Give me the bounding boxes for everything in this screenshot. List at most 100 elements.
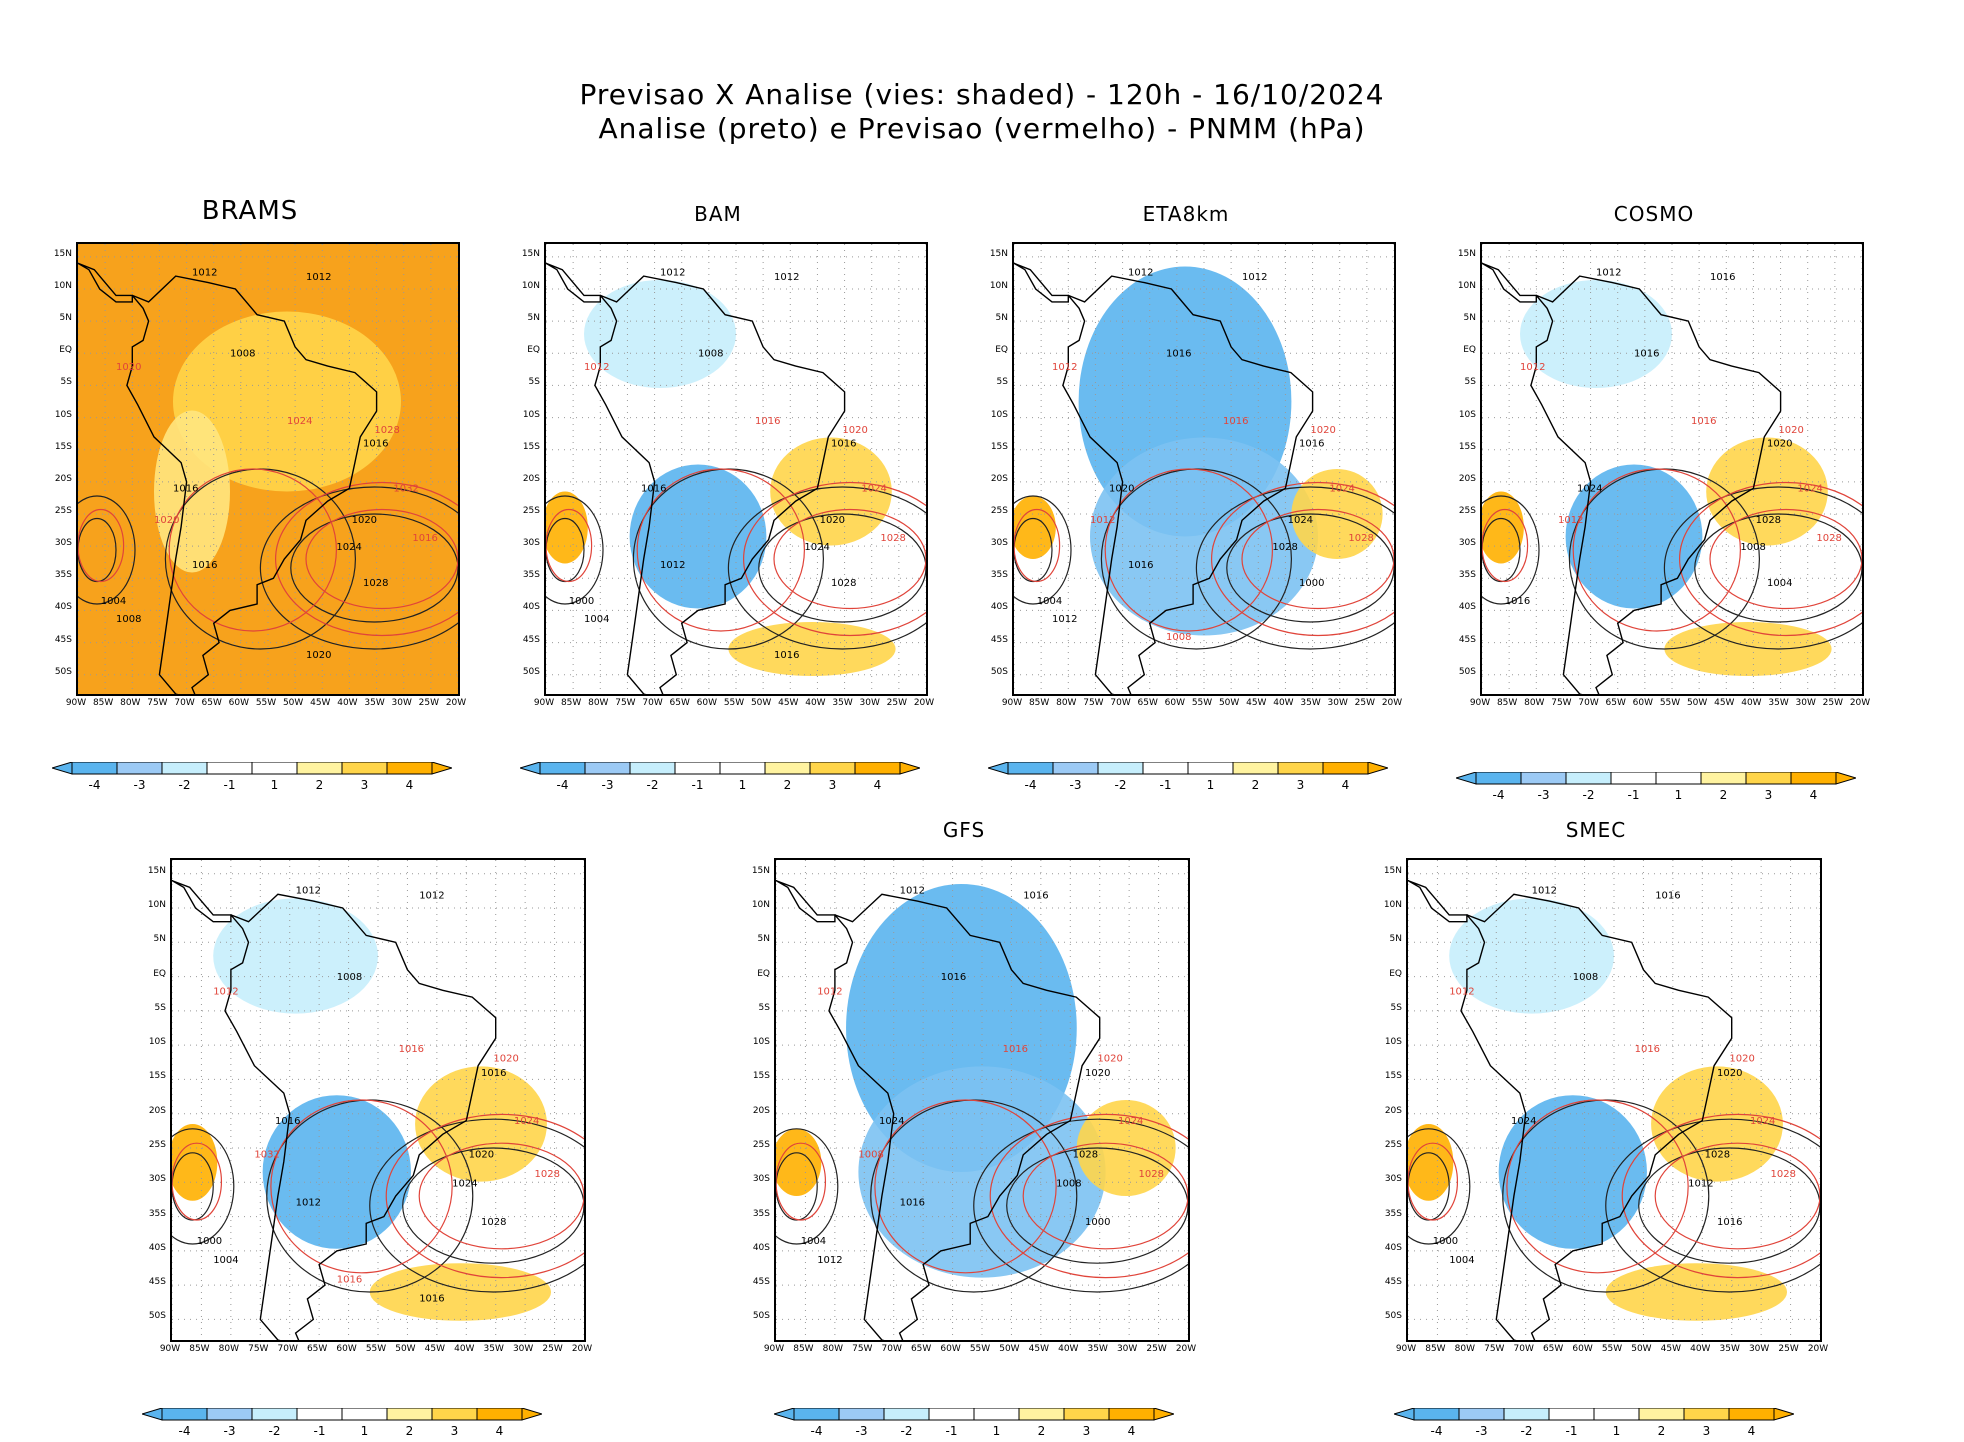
colorbar-swatch [1565, 771, 1612, 785]
colorbar-right-arrow [431, 761, 454, 775]
lon-tick-label: 35W [832, 698, 853, 708]
isobar-label-analysis: 1004 [1037, 596, 1062, 607]
lat-tick-label: 35S [990, 570, 1008, 581]
isobar-forecast [385, 1113, 584, 1279]
lat-tick-label: 45S [54, 634, 72, 645]
isobar-label-analysis: 1008 [116, 614, 141, 625]
bias-shading [173, 311, 401, 492]
lon-tick-label: 35W [364, 698, 385, 708]
isobar-label-analysis: 1020 [1767, 439, 1792, 450]
south-america-coastline [1460, 893, 1733, 1340]
colorbar-swatches [772, 1407, 1176, 1421]
lon-tick-label: 85W [560, 698, 582, 708]
lon-tick-label: 90W [65, 698, 87, 708]
lat-tick-label: 10S [752, 1037, 770, 1048]
isobar-label-analysis: 1000 [1299, 578, 1324, 589]
isobar-label-analysis: 1016 [1023, 890, 1048, 901]
colorbar: -4 -3 -2 -1 1 2 3 4 [50, 761, 454, 796]
lon-tick-label: 70W [1110, 698, 1131, 708]
colorbar-tick-label: -1 [1565, 1424, 1578, 1438]
isobar-forecast [270, 1099, 453, 1274]
colorbar-left-arrow [518, 761, 541, 775]
title-line-1: Previsao X Analise (vies: shaded) - 120h… [579, 78, 1385, 111]
isobar-label-forecast: 1012 [1520, 362, 1545, 373]
isobar-label-analysis: 1004 [801, 1236, 826, 1247]
isobar-forecast [1408, 1142, 1459, 1221]
isobar-forecast [1482, 508, 1529, 583]
lat-tick-label: 30S [752, 1174, 770, 1185]
lon-tick-label: 45W [1714, 698, 1735, 708]
isobar-label-forecast: 1028 [880, 533, 905, 544]
map-canvas: 1012 1012 1008 1016 1016 1020 1024 1028 1004 1008… [78, 244, 458, 694]
colorbar-swatch [883, 1407, 930, 1421]
isobar-forecast [1679, 481, 1862, 637]
isobar-label-forecast: 1020 [1778, 425, 1803, 436]
colorbar-tick-label: -4 [88, 778, 101, 792]
colorbar-swatch [296, 761, 343, 775]
lon-tick-label: 40W [1690, 1344, 1711, 1354]
isobar-label-analysis: 1016 [481, 1068, 506, 1079]
isobar-label-forecast: 1032 [254, 1150, 279, 1161]
map-canvas: 1012 1012 1016 1016 1020 1024 1028 1000 1004 1012… [1014, 244, 1394, 694]
isobar-label-analysis: 1012 [296, 1198, 321, 1209]
lat-tick-label: 40S [752, 1242, 770, 1253]
lat-tick-label: 5N [153, 934, 166, 945]
lon-tick-label: 20W [1807, 1344, 1829, 1354]
colorbar-swatch [1790, 771, 1837, 785]
isobar-forecast [874, 1099, 1057, 1274]
isobar-analysis [1014, 495, 1072, 605]
isobar-label-analysis: 1020 [352, 515, 377, 526]
lon-tick-label: 55W [365, 1344, 387, 1354]
lon-tick-label: 40W [337, 698, 358, 708]
isobar-forecast [989, 1113, 1188, 1279]
isobar-label-analysis: 1020 [820, 515, 845, 526]
lon-tick-label: 20W [571, 1344, 593, 1354]
lon-tick-label: 65W [1605, 698, 1626, 708]
colorbar-swatch [1187, 761, 1234, 775]
lat-tick-label: 40S [522, 602, 540, 613]
colorbar-swatch [1108, 1407, 1155, 1421]
south-america-coastline [1530, 275, 1782, 694]
lat-tick-label: 20S [1384, 1105, 1402, 1116]
lat-tick-label: 30S [148, 1174, 166, 1185]
isobar-label-analysis: 1024 [1511, 1116, 1536, 1127]
panel-title: BRAMS [201, 196, 299, 226]
lon-tick-label: 90W [1395, 1344, 1417, 1354]
bias-shading [1482, 491, 1524, 564]
isobar-analysis [776, 1128, 839, 1245]
colorbar-swatch [1593, 1407, 1640, 1421]
colorbar-tick-label: 3 [1702, 1424, 1711, 1438]
lat-tick-label: 15N [147, 865, 166, 876]
colorbar: -4 -3 -2 -1 1 2 3 4 [140, 1407, 544, 1442]
lon-tick-label: 70W [174, 698, 195, 708]
lat-tick-label: 30S [1384, 1174, 1402, 1185]
colorbar-tick-label: -4 [178, 1424, 191, 1438]
colorbar-tick-label: -3 [133, 778, 146, 792]
colorbar-swatches [1392, 1407, 1796, 1421]
colorbar-swatch [928, 1407, 975, 1421]
lat-tick-label: 5S [1390, 1002, 1402, 1013]
lon-tick-label: 30W [859, 698, 880, 708]
isobar-label-analysis: 1016 [1710, 272, 1735, 283]
isobar-label-analysis: 1016 [900, 1198, 925, 1209]
lon-tick-label: 50W [999, 1344, 1020, 1354]
colorbar-swatch [674, 761, 721, 775]
colorbar-swatch [161, 1407, 208, 1421]
colorbar-right-arrow [899, 761, 922, 775]
lat-tick-label: 35S [1458, 570, 1476, 581]
colorbar-swatches [1454, 771, 1858, 785]
isobar-label-forecast: 1016 [412, 533, 437, 544]
isobar-label-forecast: 1020 [1729, 1054, 1754, 1065]
isobar-label-forecast: 1016 [1223, 416, 1248, 427]
colorbar-swatch [251, 1407, 298, 1421]
lon-tick-label: 45W [1028, 1344, 1050, 1354]
isobar-label-analysis: 1000 [569, 596, 594, 607]
isobar-label-analysis: 1012 [1596, 268, 1621, 279]
colorbar-left-arrow [1454, 771, 1477, 785]
isobar-label-forecast: 1016 [755, 416, 780, 427]
isobar-label-analysis: 1012 [192, 268, 217, 279]
isobar-label-analysis: 1016 [1299, 439, 1324, 450]
lon-tick-label: 30W [1116, 1344, 1138, 1354]
lon-tick-label: 65W [1542, 1344, 1564, 1354]
central-america-coastline [776, 879, 836, 923]
